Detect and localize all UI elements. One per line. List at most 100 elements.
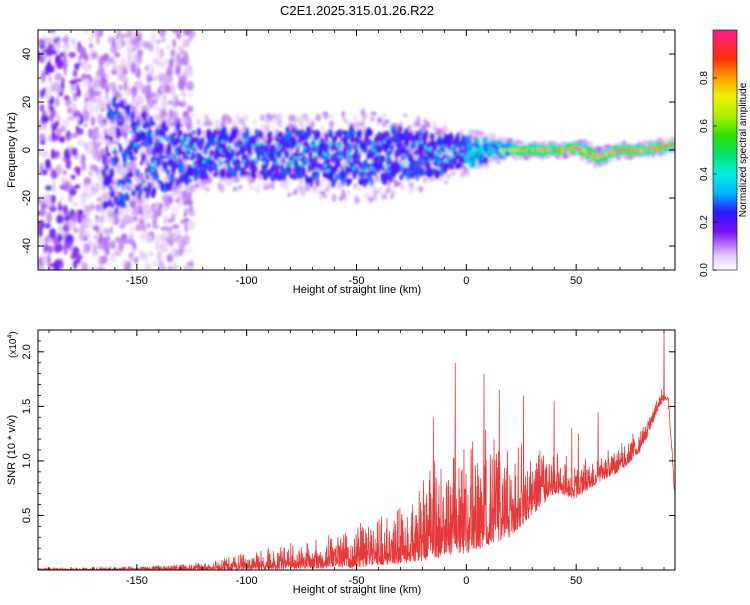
- spectral-cell: [163, 164, 167, 170]
- spectral-cell: [100, 119, 105, 129]
- spectral-cell: [271, 182, 276, 191]
- spectral-cell: [76, 128, 84, 136]
- spectral-cell: [148, 251, 154, 258]
- spectral-cell: [137, 82, 141, 86]
- spectral-cell: [439, 150, 442, 154]
- x-tick-label: 0: [463, 575, 469, 587]
- spectral-cell: [79, 58, 86, 63]
- spectral-cell: [256, 161, 260, 164]
- spectral-cell: [169, 240, 174, 248]
- spectral-cell: [327, 141, 331, 145]
- spectral-cell: [455, 148, 458, 152]
- spectral-cell: [175, 248, 179, 258]
- spectral-cell: [118, 146, 123, 153]
- spectral-cell: [136, 143, 141, 150]
- spectral-cell: [49, 194, 57, 204]
- spectral-cell: [242, 159, 246, 163]
- spectral-cell: [182, 39, 191, 48]
- spectral-cell: [451, 171, 457, 175]
- spectral-cell: [124, 151, 128, 160]
- spectral-cell: [375, 157, 380, 162]
- spectral-cell: [337, 145, 341, 148]
- spectral-cell: [301, 166, 307, 177]
- spectral-cell: [574, 148, 577, 155]
- spectral-cell: [360, 172, 366, 178]
- spectral-cell: [138, 186, 143, 196]
- spectral-cell: [121, 105, 126, 110]
- spectral-cell: [127, 50, 131, 62]
- spectral-cell: [399, 143, 404, 148]
- spectral-cell: [55, 97, 60, 108]
- spectral-cell: [150, 163, 153, 167]
- spectral-cell: [190, 184, 196, 193]
- spectral-cell: [48, 65, 55, 74]
- spectral-cell: [266, 128, 271, 133]
- spectral-cell: [149, 234, 153, 244]
- spectral-cell: [176, 46, 185, 51]
- spectral-cell: [114, 236, 123, 243]
- spectral-cell: [54, 165, 63, 173]
- spectral-cell: [108, 56, 115, 65]
- spectral-cell: [306, 147, 311, 152]
- spectral-cell: [487, 147, 494, 152]
- spectral-cell: [240, 166, 245, 176]
- spectral-cell: [158, 260, 165, 270]
- spectral-cell: [447, 174, 451, 179]
- spectral-cell: [243, 138, 246, 142]
- spectral-cell: [85, 141, 94, 153]
- spectral-cell: [187, 219, 195, 231]
- spectral-cell: [361, 168, 364, 172]
- spectral-cell: [102, 53, 109, 62]
- spectral-cell: [219, 184, 225, 193]
- spectral-cell: [50, 148, 56, 160]
- colorbar-tick-label: 0.6: [699, 119, 710, 133]
- spectral-cell: [383, 164, 386, 168]
- spectral-cell: [257, 184, 261, 188]
- spectral-cell: [227, 116, 233, 125]
- spectral-cell: [224, 133, 229, 143]
- spectral-cell: [60, 196, 64, 205]
- spectral-cell: [122, 67, 129, 75]
- spectral-cell: [296, 115, 303, 125]
- spectral-cell: [40, 70, 46, 83]
- spectral-cell: [122, 78, 129, 84]
- spectral-cell: [177, 76, 185, 81]
- spectral-cell: [107, 233, 111, 237]
- spectral-cell: [491, 152, 495, 156]
- spectral-cell: [371, 148, 375, 152]
- spectral-cell: [314, 146, 317, 154]
- spectral-cell: [89, 87, 94, 100]
- spectral-cell: [395, 181, 402, 187]
- spectral-cell: [212, 140, 216, 146]
- spectral-cell: [41, 150, 49, 158]
- spectral-cell: [260, 123, 266, 131]
- spectral-cell: [117, 207, 124, 217]
- spectral-cell: [190, 152, 196, 161]
- spectral-cell: [172, 110, 179, 120]
- spectral-cell: [401, 165, 405, 169]
- spectral-cell: [126, 104, 132, 109]
- spectral-cell: [45, 37, 53, 45]
- spectral-cell: [232, 186, 238, 192]
- spectral-cell: [432, 159, 436, 163]
- spectral-cell: [591, 157, 595, 162]
- spectral-cell: [136, 67, 141, 79]
- spectral-cell: [40, 207, 46, 217]
- spectral-cell: [300, 128, 305, 137]
- chart-title: C2E1.2025.315.01.26.R22: [280, 3, 434, 18]
- spectral-cell: [294, 188, 298, 195]
- spectral-cell: [38, 238, 44, 245]
- spectral-cell: [175, 164, 179, 169]
- spectral-cell: [291, 160, 295, 164]
- spectral-cell: [196, 127, 202, 137]
- colorbar-ticks: 0.0 0.2 0.4 0.6 0.8: [699, 71, 717, 277]
- spectral-cell: [287, 192, 292, 197]
- spectral-cell: [105, 72, 110, 81]
- spectral-cell: [129, 199, 136, 209]
- spectral-cell: [184, 51, 189, 62]
- snr-scale-exponent: 4: [7, 335, 14, 339]
- colorbar-label: Normalized spectral amplitude: [738, 82, 749, 217]
- spectral-cell: [170, 159, 174, 169]
- spectral-cell: [353, 182, 357, 189]
- spectral-cell: [46, 211, 53, 224]
